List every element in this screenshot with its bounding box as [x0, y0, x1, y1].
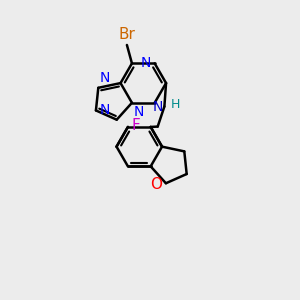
Text: N: N	[100, 71, 110, 85]
Text: Br: Br	[118, 27, 135, 42]
Text: F: F	[132, 118, 141, 133]
Text: N: N	[152, 100, 163, 113]
Text: N: N	[140, 56, 151, 70]
Text: O: O	[150, 177, 162, 192]
Text: N: N	[99, 103, 110, 117]
Text: H: H	[170, 98, 180, 111]
Text: N: N	[134, 106, 144, 119]
